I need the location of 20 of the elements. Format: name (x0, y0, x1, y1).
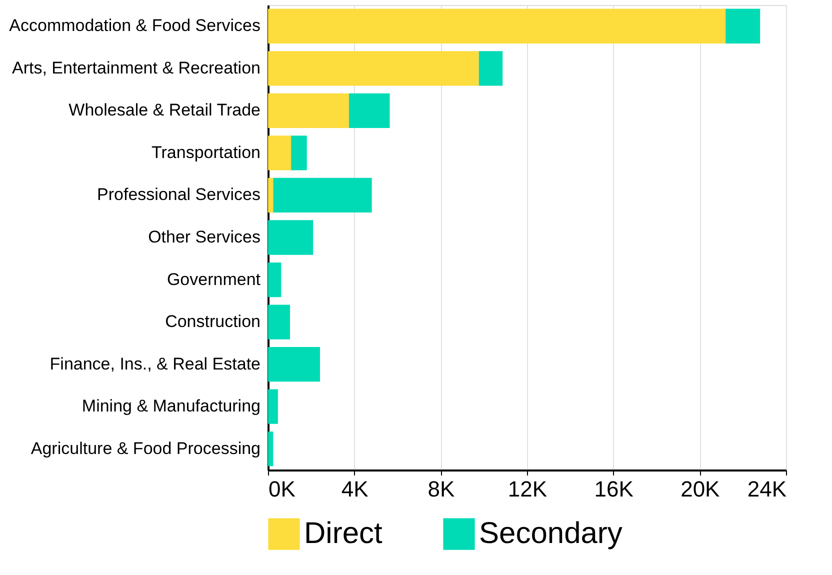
y-tick-label: Professional Services (97, 185, 260, 204)
x-tick-label: 8K (428, 476, 455, 502)
legend-label: Direct (304, 517, 384, 550)
y-tick-label: Agriculture & Food Processing (30, 438, 260, 458)
y-tick-label: Arts, Entertainment & Recreation (12, 58, 260, 78)
x-tick-label: 4K (341, 476, 369, 502)
y-tick-label: Government (166, 270, 261, 289)
x-tick-label: 24K (747, 476, 787, 502)
y-tick-label: Wholesale & Retail Trade (68, 100, 260, 120)
y-tick-label: Construction (165, 312, 260, 332)
y-tick-label: Transportation (152, 142, 260, 162)
y-tick-label: Finance, Ins., & Real Estate (50, 354, 260, 374)
y-tick-label: Other Services (148, 228, 260, 246)
legend-label: Secondary (479, 517, 622, 550)
x-tick-label: 0K (268, 476, 296, 502)
y-tick-label: Mining & Manufacturing (82, 396, 260, 416)
x-tick-label: 12K (508, 476, 548, 502)
y-tick-label: Accommodation & Food Services (9, 16, 260, 36)
x-tick-label: 16K (594, 476, 634, 502)
x-tick-label: 20K (680, 476, 720, 502)
